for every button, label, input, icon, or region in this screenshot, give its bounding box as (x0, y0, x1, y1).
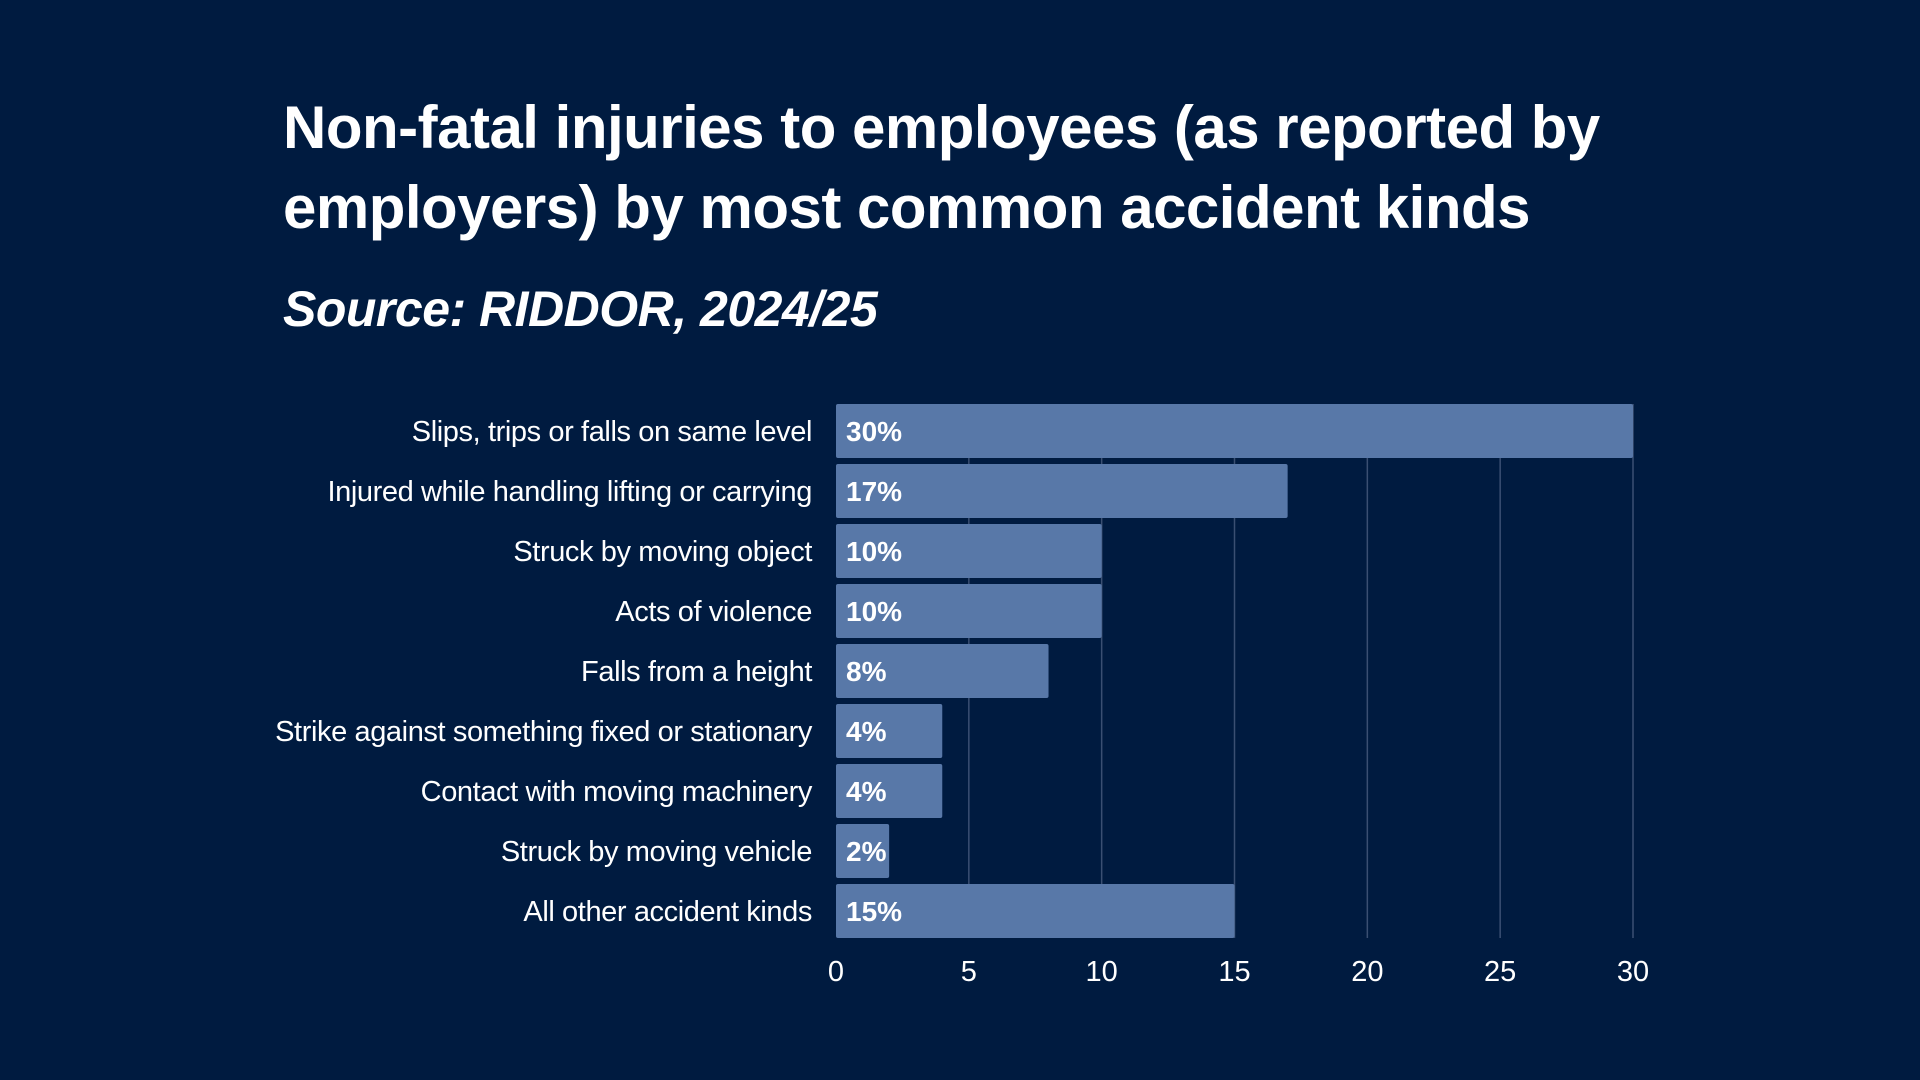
chart-title: Non-fatal injuries to employees (as repo… (283, 94, 1600, 241)
bar (836, 824, 890, 878)
category-label: All other accident kinds (523, 896, 812, 928)
bar (836, 404, 1633, 458)
value-label: 2% (846, 836, 887, 867)
value-label: 4% (846, 776, 887, 807)
bar (836, 644, 1049, 698)
x-tick-label: 20 (1351, 956, 1383, 988)
category-label: Strike against something fixed or statio… (275, 716, 813, 748)
category-label: Struck by moving object (513, 536, 812, 568)
value-label: 4% (846, 716, 887, 747)
bars (836, 404, 1633, 938)
x-tick-label: 10 (1086, 956, 1118, 988)
category-labels: Slips, trips or falls on same level Injur… (275, 416, 813, 928)
x-tick-label: 25 (1484, 956, 1516, 988)
value-label: 10% (846, 596, 902, 627)
x-tick-label: 5 (961, 956, 977, 988)
value-label: 15% (846, 896, 902, 927)
bar (836, 524, 1102, 578)
category-label: Slips, trips or falls on same level (412, 416, 812, 448)
x-tick-label: 0 (828, 956, 844, 988)
value-labels: 30% 17% 10% 10% 8% 4% 4% 2% 15% (846, 416, 902, 927)
category-label: Injured while handling lifting or carryi… (327, 476, 812, 508)
bar (836, 884, 1235, 938)
category-label: Acts of violence (615, 596, 812, 628)
bar (836, 584, 1102, 638)
category-label: Struck by moving vehicle (501, 836, 812, 868)
x-axis-ticks: 0 5 10 15 20 25 30 (828, 956, 1649, 988)
category-label: Contact with moving machinery (421, 776, 813, 808)
x-tick-label: 15 (1218, 956, 1250, 988)
value-label: 17% (846, 476, 902, 507)
category-label: Falls from a height (581, 656, 812, 688)
x-tick-label: 30 (1617, 956, 1649, 988)
value-label: 10% (846, 536, 902, 567)
bar (836, 764, 943, 818)
chart-subtitle: Source: RIDDOR, 2024/25 (283, 281, 878, 337)
value-label: 30% (846, 416, 902, 447)
value-label: 8% (846, 656, 887, 687)
bar (836, 704, 943, 758)
bar (836, 464, 1288, 518)
